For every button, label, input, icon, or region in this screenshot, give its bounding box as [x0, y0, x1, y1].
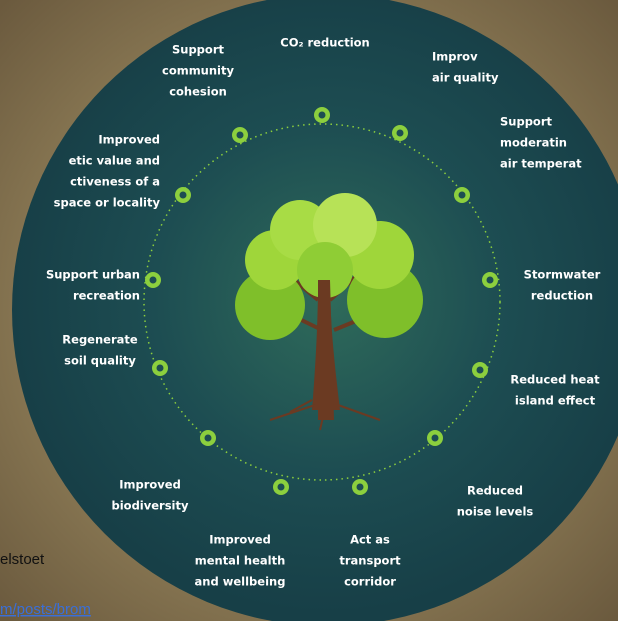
benefit-label: Reduced: [467, 484, 523, 498]
benefit-label: Stormwater: [524, 268, 601, 282]
benefit-label: and wellbeing: [195, 575, 286, 589]
node-center: [180, 192, 187, 199]
benefit-label: corridor: [344, 575, 396, 589]
benefit-label: Act as: [350, 533, 390, 547]
page: Support community cohesion CO₂ reduction Imp…: [0, 0, 618, 621]
link: m/posts/brom: [0, 601, 91, 618]
benefit-label: recreation: [73, 289, 140, 303]
node-center: [487, 277, 494, 284]
benefit-label: Support: [500, 115, 553, 129]
benefit-label: etic value and: [69, 154, 160, 168]
benefit-label: air quality: [432, 71, 499, 85]
benefit-label: island effect: [515, 394, 596, 408]
node-center: [432, 435, 439, 442]
node-center: [237, 132, 244, 139]
benefit-label: mental health: [195, 554, 286, 568]
benefit-label: Support: [172, 43, 225, 57]
benefit-label: biodiversity: [112, 499, 189, 513]
node-center: [278, 484, 285, 491]
disc: [12, 0, 618, 621]
benefit-label: Support urban: [46, 268, 140, 282]
node-center: [357, 484, 364, 491]
node-center: [319, 112, 326, 119]
benefit-label: Reduced heat: [510, 373, 600, 387]
benefit-label: Improved: [98, 133, 160, 147]
benefit-label: air temperat: [500, 157, 582, 171]
benefit-label: Improv: [432, 50, 478, 64]
node-center: [459, 192, 466, 199]
benefit-label: moderatin: [500, 136, 567, 150]
node-center: [150, 277, 157, 284]
benefit-label: Improved: [209, 533, 271, 547]
benefit-label: space or locality: [54, 196, 161, 210]
benefit-label: soil quality: [64, 354, 136, 368]
benefit-label: noise levels: [457, 505, 534, 519]
benefit-label: cohesion: [169, 85, 227, 99]
caption: elstoet: [0, 551, 45, 568]
diagram: Support community cohesion CO₂ reduction Imp…: [0, 0, 618, 621]
benefit-label: CO₂ reduction: [280, 36, 370, 50]
node-center: [477, 367, 484, 374]
node-center: [157, 365, 164, 372]
benefit-label: ctiveness of a: [70, 175, 160, 189]
benefit-label: transport: [339, 554, 401, 568]
benefit-label: Regenerate: [62, 333, 138, 347]
benefit-label: Improved: [119, 478, 181, 492]
node-center: [205, 435, 212, 442]
benefit-label: community: [162, 64, 234, 78]
node-center: [397, 130, 404, 137]
benefit-label: reduction: [531, 289, 593, 303]
